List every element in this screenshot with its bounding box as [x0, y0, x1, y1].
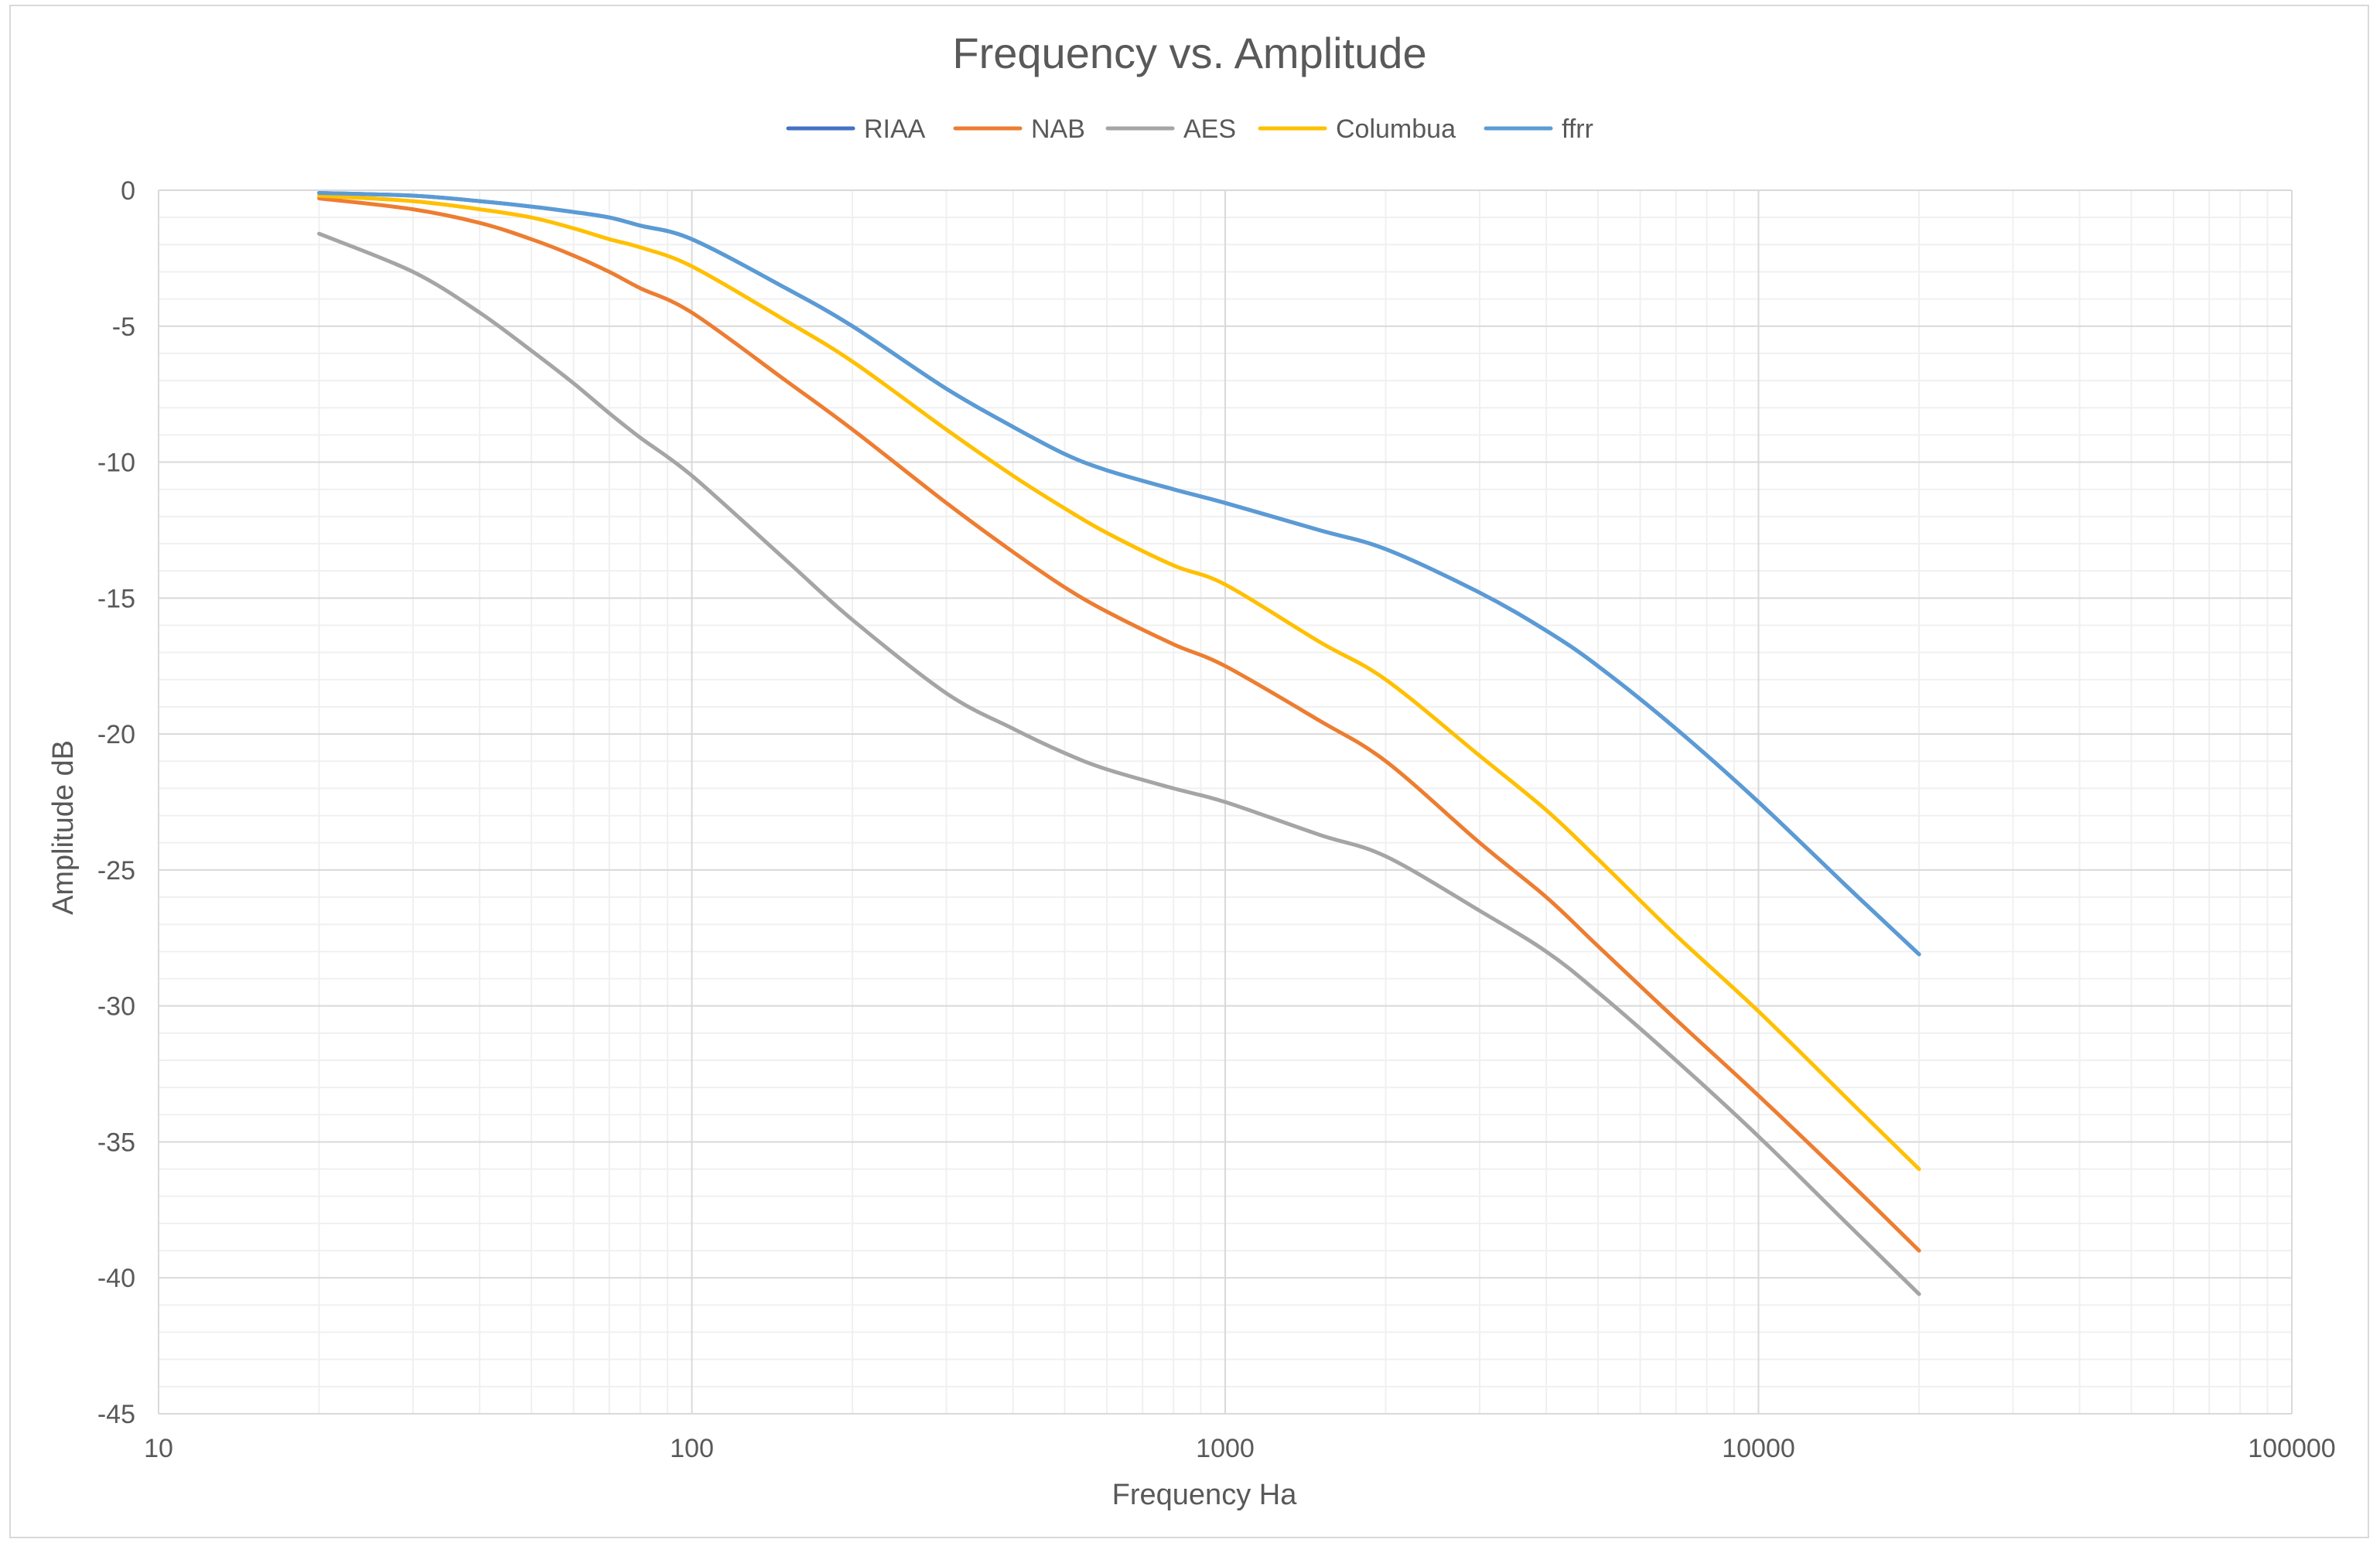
y-tick-label: -35	[97, 1128, 135, 1157]
y-tick-label: -5	[112, 312, 135, 342]
chart-title: Frequency vs. Amplitude	[952, 29, 1426, 77]
x-tick-label: 10	[144, 1434, 173, 1463]
legend-label-ffrr: ffrr	[1562, 114, 1593, 144]
x-tick-label: 1000	[1196, 1434, 1255, 1463]
series-line-columbua	[317, 193, 1921, 1172]
x-tick-label: 10000	[1722, 1434, 1795, 1463]
series-line-nab	[317, 196, 1921, 1253]
y-tick-label: -30	[97, 992, 135, 1022]
legend-label-aes: AES	[1183, 114, 1236, 144]
y-tick-label: 0	[121, 176, 135, 206]
series-line-riaa	[317, 191, 1921, 957]
x-tick-label: 100	[670, 1434, 714, 1463]
y-tick-label: -15	[97, 584, 135, 613]
y-tick-label: -45	[97, 1400, 135, 1429]
series-layer	[317, 191, 1921, 1296]
y-tick-label: -25	[97, 856, 135, 886]
legend-label-riaa: RIAA	[864, 114, 926, 144]
chart-container	[9, 5, 2369, 1538]
series-line-aes	[317, 231, 1921, 1296]
y-tick-label: -20	[97, 720, 135, 749]
x-tick-label: 100000	[2248, 1434, 2335, 1463]
legend-label-nab: NAB	[1031, 114, 1085, 144]
grid-layer	[158, 189, 2293, 1415]
series-line-ffrr	[317, 191, 1921, 957]
legend: RIAA NAB AES Columbua ffrr	[786, 114, 1593, 144]
legend-label-columbua: Columbua	[1336, 114, 1456, 144]
y-tick-label: -10	[97, 449, 135, 478]
y-tick-label: -40	[97, 1264, 135, 1293]
x-axis-label: Frequency Ha	[1112, 1479, 1298, 1511]
axis-layer: 0 -5 -10 -15 -20 -25 -30 -35 -40 -45 10 100 1000 1000…	[97, 176, 2336, 1463]
y-axis-label: Amplitude dB	[47, 740, 80, 915]
